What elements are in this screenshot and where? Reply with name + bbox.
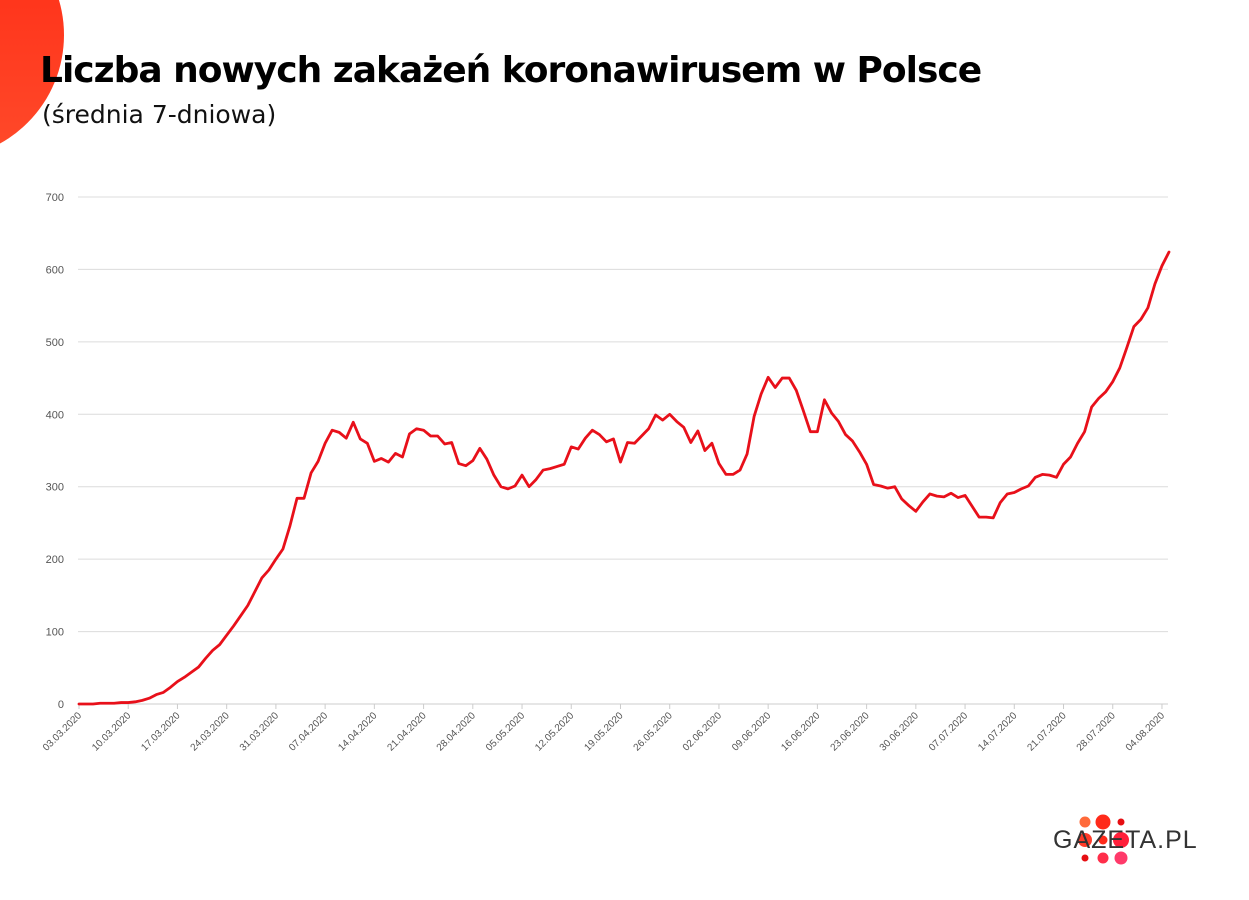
x-tick-label: 07.04.2020 bbox=[287, 710, 330, 753]
logo-dot bbox=[1097, 852, 1109, 864]
logo-text: GAZETA.PL bbox=[1053, 826, 1198, 854]
gridlines bbox=[78, 196, 1168, 633]
gazeta-logo-dots bbox=[1078, 814, 1129, 865]
x-tick-label: 05.05.2020 bbox=[484, 710, 527, 753]
corner-decoration bbox=[0, 0, 64, 144]
x-tick-label: 30.06.2020 bbox=[878, 710, 921, 753]
x-tick-label: 19.05.2020 bbox=[582, 710, 625, 753]
logo-dot bbox=[1081, 854, 1089, 862]
logo-dot bbox=[1079, 816, 1091, 828]
x-tick-label: 31.03.2020 bbox=[238, 710, 281, 753]
y-axis-ticks: 0 100 200 300 400 500 600 700 bbox=[46, 192, 64, 711]
x-tick-label: 14.07.2020 bbox=[976, 710, 1019, 753]
x-tick-label: 07.07.2020 bbox=[927, 710, 970, 753]
x-axis: 03.03.2020 10.03.2020 17.03.2020 24.03.2020… bbox=[41, 703, 1168, 754]
x-tick-label: 03.03.2020 bbox=[41, 710, 84, 753]
y-tick-label: 100 bbox=[46, 627, 64, 639]
x-tick-label: 26.05.2020 bbox=[632, 710, 675, 753]
logo-dot bbox=[1114, 851, 1128, 865]
x-tick-label: 04.08.2020 bbox=[1124, 710, 1167, 753]
y-tick-label: 600 bbox=[46, 264, 64, 276]
y-tick-label: 200 bbox=[46, 554, 64, 566]
x-tick-label: 02.06.2020 bbox=[681, 710, 724, 753]
logo-dot bbox=[1078, 833, 1092, 847]
series-line bbox=[77, 250, 1171, 706]
line-chart: 0 100 200 300 400 500 600 700 03.03.2020 10.03.2… bbox=[41, 192, 1171, 754]
y-tick-label: 500 bbox=[46, 337, 64, 349]
logo-dot bbox=[1095, 814, 1111, 830]
x-tick-label: 23.06.2020 bbox=[829, 710, 872, 753]
x-tick-label: 12.05.2020 bbox=[533, 710, 576, 753]
x-tick-label: 14.04.2020 bbox=[336, 710, 379, 753]
y-tick-label: 0 bbox=[58, 699, 64, 711]
x-tick-label: 10.03.2020 bbox=[90, 710, 133, 753]
logo-dot bbox=[1117, 818, 1125, 826]
x-tick-label: 28.04.2020 bbox=[435, 710, 478, 753]
y-tick-label: 300 bbox=[46, 482, 64, 494]
x-tick-label: 24.03.2020 bbox=[189, 710, 232, 753]
y-tick-label: 400 bbox=[46, 409, 64, 421]
x-tick-label: 21.07.2020 bbox=[1025, 710, 1068, 753]
x-tick-label: 09.06.2020 bbox=[730, 710, 773, 753]
logo-dot bbox=[1098, 835, 1108, 845]
x-tick-label: 17.03.2020 bbox=[139, 710, 182, 753]
x-tick-label: 28.07.2020 bbox=[1075, 710, 1118, 753]
series-layer bbox=[77, 250, 1171, 706]
chart-subtitle: (średnia 7-dniowa) bbox=[42, 100, 277, 129]
x-tick-label: 21.04.2020 bbox=[386, 710, 429, 753]
x-tick-label: 16.06.2020 bbox=[779, 710, 822, 753]
logo-dot bbox=[1113, 832, 1129, 848]
y-tick-label: 700 bbox=[46, 192, 64, 204]
chart-title: Liczba nowych zakażeń koronawirusem w Po… bbox=[40, 50, 982, 91]
